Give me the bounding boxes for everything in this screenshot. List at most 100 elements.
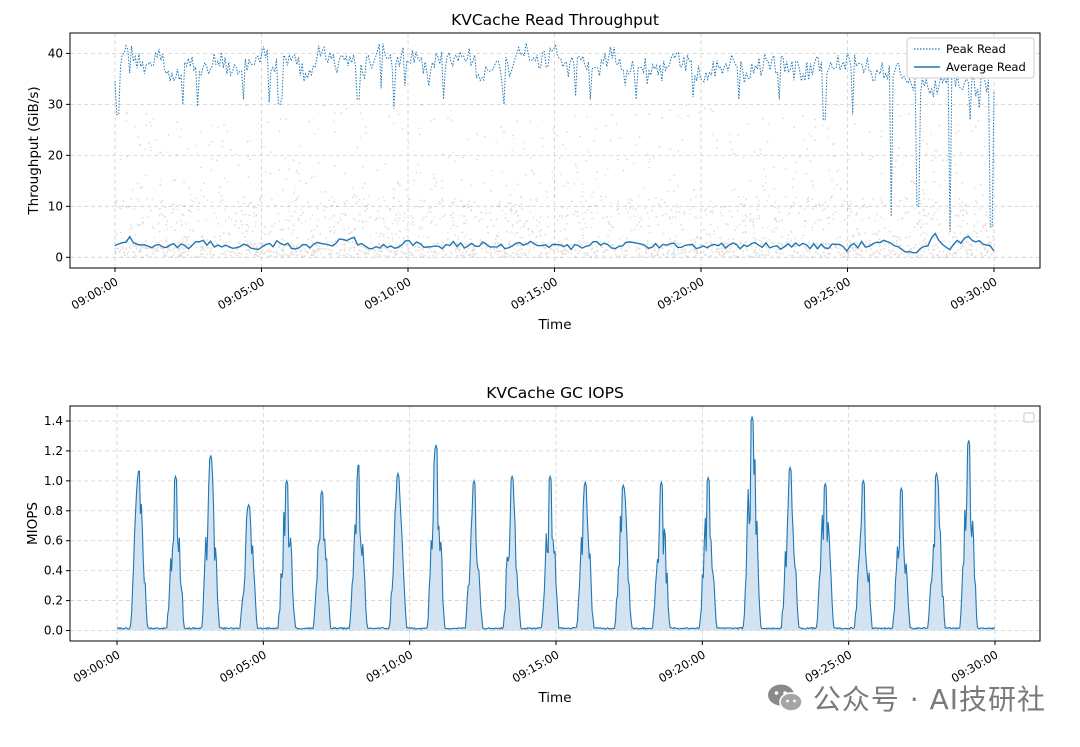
sample-point <box>482 244 484 246</box>
sample-point <box>839 236 841 238</box>
sample-point <box>721 248 723 250</box>
sample-point <box>815 188 817 190</box>
sample-point <box>838 169 840 171</box>
sample-point <box>557 219 559 221</box>
sample-point <box>525 254 527 256</box>
sample-point <box>731 250 733 252</box>
sample-point <box>791 231 793 233</box>
sample-point <box>930 206 932 208</box>
sample-point <box>838 252 840 254</box>
sample-point <box>268 248 270 250</box>
sample-point <box>554 230 556 232</box>
sample-point <box>731 189 733 191</box>
sample-point <box>523 142 525 144</box>
sample-point <box>473 255 475 257</box>
sample-point <box>524 252 526 254</box>
sample-point <box>809 251 811 253</box>
sample-point <box>158 242 160 244</box>
sample-point <box>807 248 809 250</box>
sample-point <box>440 218 442 220</box>
sample-point <box>475 216 477 218</box>
sample-point <box>195 105 197 107</box>
sample-point <box>467 206 469 208</box>
sample-point <box>646 243 648 245</box>
sample-point <box>151 225 153 227</box>
sample-point <box>295 172 297 174</box>
sample-point <box>809 243 811 245</box>
sample-point <box>293 223 295 225</box>
sample-point <box>316 225 318 227</box>
sample-point <box>516 120 518 122</box>
sample-point <box>142 221 144 223</box>
sample-point <box>340 250 342 252</box>
sample-point <box>755 247 757 249</box>
sample-point <box>375 249 377 251</box>
sample-point <box>831 248 833 250</box>
sample-point <box>245 214 247 216</box>
sample-point <box>510 255 512 257</box>
sample-point <box>472 253 474 255</box>
sample-point <box>163 255 165 257</box>
sample-point <box>462 157 464 159</box>
sample-point <box>756 218 758 220</box>
sample-point <box>147 254 149 256</box>
sample-point <box>529 249 531 251</box>
sample-point <box>784 168 786 170</box>
sample-point <box>330 230 332 232</box>
sample-point <box>804 226 806 228</box>
sample-point <box>433 173 435 175</box>
sample-point <box>206 246 208 248</box>
sample-point <box>793 126 795 128</box>
sample-point <box>270 255 272 257</box>
sample-point <box>432 255 434 257</box>
sample-point <box>442 216 444 218</box>
sample-point <box>477 135 479 137</box>
sample-point <box>288 228 290 230</box>
sample-point <box>677 249 679 251</box>
sample-point <box>164 217 166 219</box>
sample-point <box>128 206 130 208</box>
sample-point <box>250 243 252 245</box>
sample-point <box>992 236 994 238</box>
sample-point <box>812 207 814 209</box>
sample-point <box>884 227 886 229</box>
sample-point <box>529 121 531 123</box>
sample-point <box>180 254 182 256</box>
sample-point <box>528 252 530 254</box>
sample-point <box>937 256 939 258</box>
sample-point <box>423 200 425 202</box>
sample-point <box>207 239 209 241</box>
sample-point <box>880 249 882 251</box>
sample-point <box>988 237 990 239</box>
sample-point <box>516 210 518 212</box>
sample-point <box>416 172 418 174</box>
sample-point <box>895 253 897 255</box>
sample-point <box>533 173 535 175</box>
sample-point <box>140 187 142 189</box>
sample-point <box>648 161 650 163</box>
sample-point <box>182 241 184 243</box>
sample-point <box>284 254 286 256</box>
sample-point <box>789 255 791 257</box>
sample-point <box>542 246 544 248</box>
sample-point <box>252 231 254 233</box>
sample-point <box>525 174 527 176</box>
sample-point <box>917 223 919 225</box>
sample-point <box>362 166 364 168</box>
sample-point <box>526 220 528 222</box>
sample-point <box>931 159 933 161</box>
sample-point <box>894 166 896 168</box>
sample-point <box>708 233 710 235</box>
sample-point <box>556 256 558 258</box>
sample-point <box>394 219 396 221</box>
sample-point <box>166 219 168 221</box>
sample-point <box>138 250 140 252</box>
sample-point <box>369 234 371 236</box>
sample-point <box>415 250 417 252</box>
sample-point <box>130 248 132 250</box>
sample-point <box>486 246 488 248</box>
sample-point <box>241 210 243 212</box>
sample-point <box>159 184 161 186</box>
sample-point <box>713 234 715 236</box>
sample-point <box>799 156 801 158</box>
